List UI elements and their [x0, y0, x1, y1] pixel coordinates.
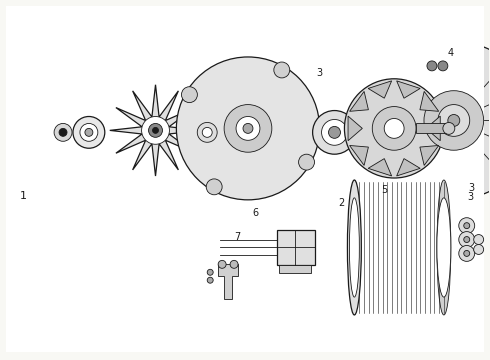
- Circle shape: [313, 111, 356, 154]
- Polygon shape: [348, 116, 362, 141]
- Circle shape: [438, 105, 470, 136]
- Text: 3: 3: [467, 192, 474, 202]
- Polygon shape: [396, 159, 420, 176]
- Circle shape: [206, 179, 222, 195]
- Circle shape: [80, 123, 98, 141]
- Circle shape: [464, 251, 470, 256]
- Circle shape: [372, 107, 416, 150]
- Ellipse shape: [437, 198, 451, 297]
- Circle shape: [427, 61, 437, 71]
- Polygon shape: [396, 81, 420, 98]
- Circle shape: [181, 87, 197, 103]
- Ellipse shape: [437, 180, 451, 315]
- Text: 7: 7: [234, 231, 240, 242]
- Circle shape: [142, 117, 170, 144]
- Circle shape: [474, 244, 484, 255]
- Circle shape: [176, 57, 319, 200]
- Circle shape: [354, 122, 374, 142]
- Circle shape: [443, 122, 455, 134]
- Circle shape: [464, 237, 470, 243]
- Circle shape: [298, 154, 315, 170]
- Polygon shape: [368, 81, 392, 98]
- Text: 5: 5: [381, 185, 387, 195]
- Ellipse shape: [349, 198, 359, 297]
- Circle shape: [148, 123, 163, 137]
- Circle shape: [230, 260, 238, 268]
- Text: 2: 2: [338, 198, 344, 208]
- Circle shape: [274, 62, 290, 78]
- Polygon shape: [420, 145, 439, 165]
- Circle shape: [59, 129, 67, 136]
- Bar: [277, 230, 315, 265]
- Polygon shape: [218, 264, 238, 299]
- Circle shape: [438, 61, 448, 71]
- Circle shape: [344, 79, 444, 178]
- Polygon shape: [349, 145, 368, 165]
- Text: 1: 1: [20, 192, 27, 201]
- Circle shape: [328, 126, 341, 138]
- Polygon shape: [110, 85, 201, 176]
- Circle shape: [73, 117, 105, 148]
- Circle shape: [459, 218, 475, 234]
- Circle shape: [321, 120, 347, 145]
- Circle shape: [459, 231, 475, 247]
- Text: 3: 3: [317, 68, 322, 78]
- Bar: [416, 123, 451, 133]
- Circle shape: [464, 223, 470, 229]
- Bar: [279, 265, 311, 273]
- Circle shape: [152, 127, 158, 133]
- Ellipse shape: [347, 180, 361, 315]
- Polygon shape: [349, 91, 368, 111]
- Polygon shape: [420, 91, 439, 111]
- Polygon shape: [185, 155, 477, 321]
- Polygon shape: [368, 159, 392, 176]
- Text: 4: 4: [448, 48, 454, 58]
- Circle shape: [197, 122, 217, 142]
- Text: 6: 6: [252, 208, 258, 218]
- Polygon shape: [185, 178, 200, 321]
- Circle shape: [202, 127, 212, 137]
- Circle shape: [424, 91, 484, 150]
- Circle shape: [207, 269, 213, 275]
- Circle shape: [85, 129, 93, 136]
- Circle shape: [243, 123, 253, 133]
- Circle shape: [474, 235, 484, 244]
- Circle shape: [448, 114, 460, 126]
- Circle shape: [224, 105, 272, 152]
- Polygon shape: [426, 116, 440, 141]
- Circle shape: [54, 123, 72, 141]
- Text: 3: 3: [468, 183, 475, 193]
- Bar: [354, 180, 444, 315]
- Circle shape: [236, 117, 260, 140]
- Circle shape: [374, 41, 490, 200]
- Circle shape: [218, 260, 226, 268]
- Circle shape: [384, 118, 404, 138]
- Circle shape: [459, 246, 475, 261]
- Circle shape: [207, 277, 213, 283]
- Circle shape: [360, 129, 368, 136]
